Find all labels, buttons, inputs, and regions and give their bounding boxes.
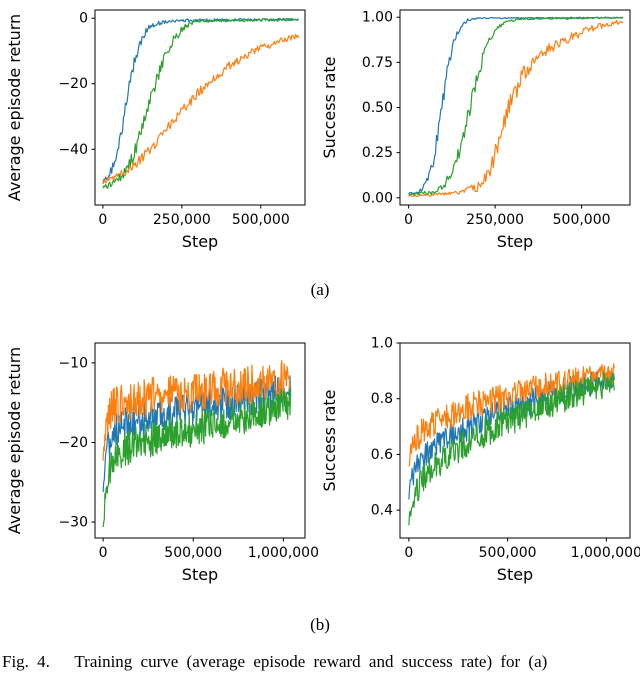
panel-a-row: 0 250,000 500,000 0 −20 −40 Step Average episod… bbox=[0, 0, 640, 255]
series-line-green bbox=[102, 17, 299, 189]
panel-b-row: 0 500,000 1,000,000 −10 −20 −30 Step Average ep… bbox=[0, 333, 640, 588]
series-line-blue bbox=[102, 17, 299, 184]
y-tick-label: −10 bbox=[58, 355, 88, 371]
plot-b_success: 0 500,000 1,000,000 1.0 0.8 0.6 0.4 Step Success… bbox=[320, 336, 640, 585]
series-line-green bbox=[408, 371, 615, 526]
x-axis-label: Step bbox=[182, 232, 218, 251]
figure-caption: Fig. 4. Training curve (average episode … bbox=[2, 652, 548, 671]
x-tick-label: 0 bbox=[99, 545, 108, 561]
y-tick-label: 0.4 bbox=[371, 503, 393, 519]
y-axis-label: Average episode return bbox=[5, 14, 24, 201]
x-tick-label: 1,000,000 bbox=[571, 545, 640, 561]
axes-frame bbox=[94, 9, 306, 206]
x-tick-label: 500,000 bbox=[164, 545, 222, 561]
series-line-orange bbox=[102, 360, 292, 461]
x-axis-label: Step bbox=[182, 565, 218, 584]
y-tick-label: 0.75 bbox=[362, 55, 393, 71]
y-tick-label: 0.00 bbox=[362, 190, 393, 206]
y-axis-label: Success rate bbox=[320, 390, 339, 492]
chart-a-average-episode-return: 0 250,000 500,000 0 −20 −40 Step Average episod… bbox=[0, 0, 320, 255]
axes-frame bbox=[399, 9, 631, 206]
y-axis-label: Average episode return bbox=[5, 347, 24, 534]
plot-b_return: 0 500,000 1,000,000 −10 −20 −30 Step Average ep… bbox=[5, 342, 319, 584]
y-tick-label: 0.8 bbox=[371, 391, 393, 407]
x-tick-label: 500,000 bbox=[232, 212, 290, 228]
axes-frame bbox=[399, 342, 631, 539]
y-tick-label: −30 bbox=[58, 515, 88, 531]
series-line-blue bbox=[408, 16, 624, 195]
x-tick-label: 1,000,000 bbox=[248, 545, 319, 561]
x-tick-label: 0 bbox=[404, 545, 413, 561]
plot-a_return: 0 250,000 500,000 0 −20 −40 Step Average episod… bbox=[5, 9, 306, 251]
plot-a_success: 0 250,000 500,000 1.00 0.75 0.50 0.25 0.00 Step S… bbox=[320, 9, 631, 251]
chart-a-success-rate: 0 250,000 500,000 1.00 0.75 0.50 0.25 0.00 Step S… bbox=[320, 0, 640, 255]
axes-frame bbox=[94, 342, 306, 539]
y-tick-label: 0.50 bbox=[362, 100, 393, 116]
y-tick-label: 1.0 bbox=[371, 336, 393, 352]
y-tick-label: −40 bbox=[58, 142, 88, 158]
x-tick-label: 250,000 bbox=[466, 212, 524, 228]
x-axis-label: Step bbox=[497, 565, 533, 584]
y-tick-label: 0.6 bbox=[371, 447, 393, 463]
y-axis-label: Success rate bbox=[320, 57, 339, 159]
x-tick-label: 500,000 bbox=[553, 212, 611, 228]
x-tick-label: 0 bbox=[404, 212, 413, 228]
panel-b-label: (b) bbox=[310, 615, 330, 634]
series-line-orange bbox=[102, 33, 300, 184]
y-tick-label: 0 bbox=[79, 11, 88, 27]
x-tick-label: 500,000 bbox=[479, 545, 537, 561]
series-line-green bbox=[408, 16, 624, 196]
chart-b-average-episode-return: 0 500,000 1,000,000 −10 −20 −30 Step Average ep… bbox=[0, 333, 320, 588]
y-tick-label: 1.00 bbox=[362, 10, 393, 26]
series-line-green bbox=[102, 387, 292, 528]
chart-b-success-rate: 0 500,000 1,000,000 1.0 0.8 0.6 0.4 Step Success… bbox=[320, 333, 640, 588]
y-tick-label: 0.25 bbox=[362, 145, 393, 161]
panel-a-label: (a) bbox=[310, 280, 330, 299]
y-tick-label: −20 bbox=[58, 435, 88, 451]
x-tick-label: 0 bbox=[98, 212, 107, 228]
x-tick-label: 250,000 bbox=[153, 212, 211, 228]
y-tick-label: −20 bbox=[58, 76, 88, 92]
x-axis-label: Step bbox=[497, 232, 533, 251]
series-line-orange bbox=[408, 19, 624, 198]
